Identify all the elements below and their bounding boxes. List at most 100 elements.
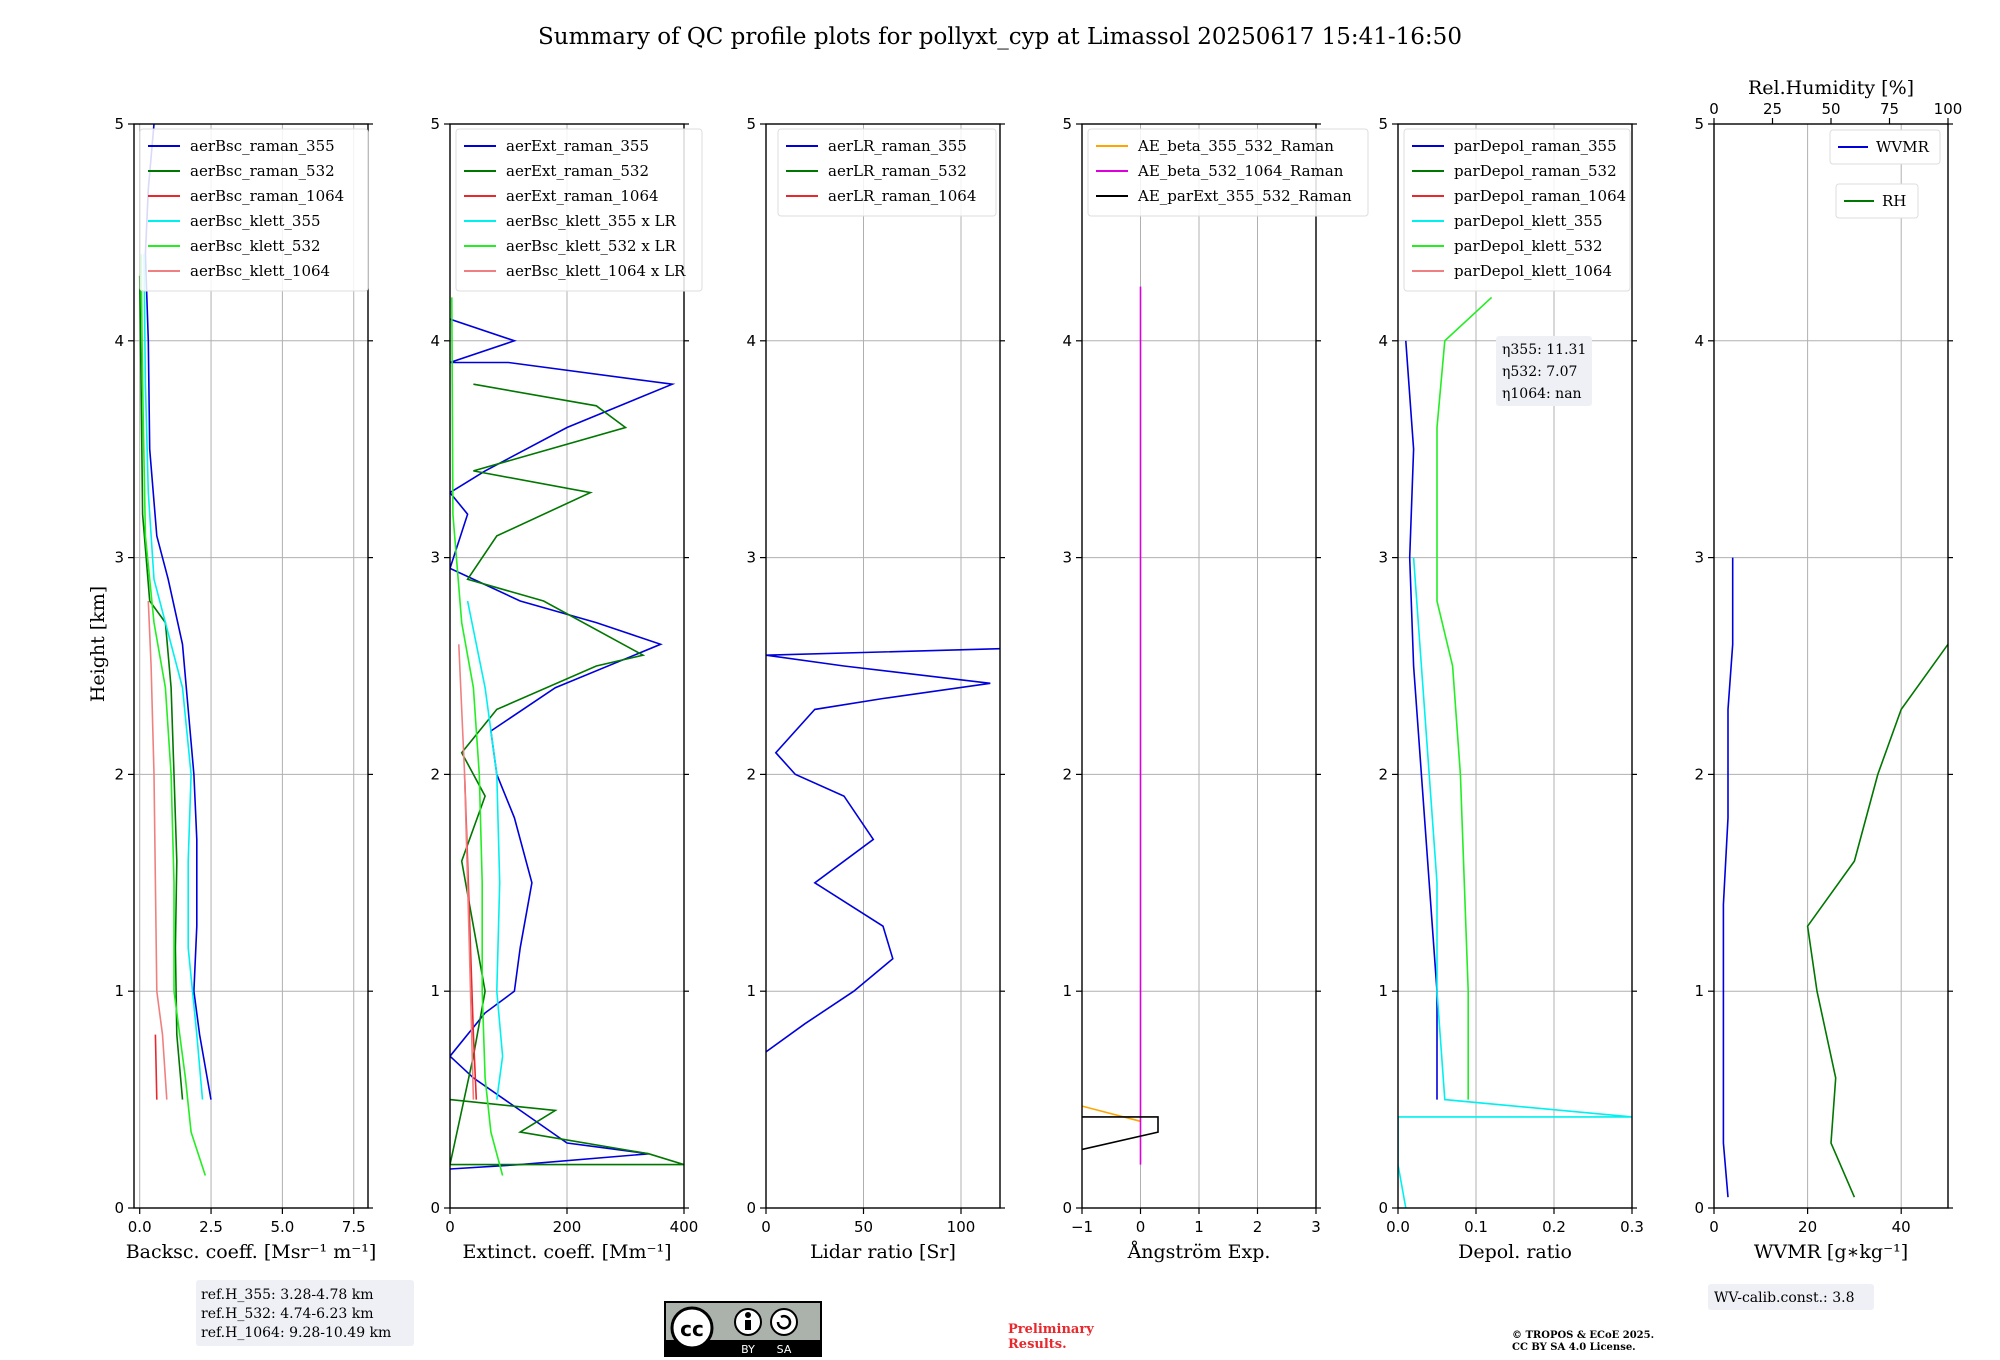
ytick-label-bsc-0: 0 — [114, 1199, 124, 1217]
legend-box-wvmr — [1829, 129, 1941, 165]
by-person-body — [745, 1320, 751, 1330]
xtick-label-wv-1: 20 — [1798, 1218, 1817, 1236]
legend-label-wvmr: WVMR — [1876, 138, 1930, 156]
series-group-lr — [766, 647, 1000, 1053]
legend-box-rh — [1835, 183, 1919, 219]
series-line-bsc-1 — [138, 275, 184, 1100]
series-line-depol-2 — [1436, 296, 1493, 1100]
series-line-ext-1 — [450, 383, 684, 1166]
axes-frame-lr — [765, 123, 1001, 1209]
legend-label-depol-0: parDepol_raman_355 — [1454, 137, 1617, 155]
ytick-label-wv-2: 2 — [1694, 765, 1704, 783]
ref-height-1064: ref.H_1064: 9.28-10.49 km — [201, 1325, 391, 1341]
legend-box-bsc — [139, 128, 369, 292]
legend-label-rh: RH — [1882, 192, 1906, 210]
legend-label-lr-0: aerLR_raman_355 — [828, 137, 967, 155]
ytick-label-lr-4: 4 — [746, 332, 756, 350]
ytick-label-ext-1: 1 — [430, 982, 440, 1000]
legend-label-lr-2: aerLR_raman_1064 — [828, 187, 976, 205]
series-group-depol — [1398, 296, 1632, 1208]
legend-label-bsc-3: aerBsc_klett_355 — [190, 212, 321, 230]
series-line-ext-3 — [466, 600, 504, 1100]
ref-heights-background — [196, 1280, 414, 1346]
legend-label-ae-2: AE_parExt_355_532_Raman — [1137, 187, 1352, 205]
xtick-label-ae-0: −1 — [1071, 1218, 1093, 1236]
series-line-wv-0 — [1722, 557, 1734, 1198]
series-line-depol-0 — [1405, 340, 1438, 1100]
legend-label-bsc-5: aerBsc_klett_1064 — [190, 262, 330, 280]
xaxis-label-depol: Depol. ratio — [1458, 1241, 1572, 1263]
ytick-label-depol-2: 2 — [1378, 765, 1388, 783]
ytick-label-ext-5: 5 — [430, 115, 440, 133]
ytick-label-ext-3: 3 — [430, 549, 440, 567]
panel-bsc: 0.0 2.5 5.0 7.5 0 1 2 3 4 5 Backsc. coeff. [Msr⁻¹ … — [114, 115, 376, 1263]
wv-calib-background — [1708, 1284, 1874, 1310]
axes-frame-wv — [1713, 123, 1949, 1209]
wv-calib-text: WV-calib.const.: 3.8 — [1714, 1290, 1854, 1306]
preliminary-line-1: Preliminary — [1008, 1322, 1094, 1337]
ytick-label-wv-1: 1 — [1694, 982, 1704, 1000]
series-line-ext-4 — [451, 297, 504, 1176]
ytick-label-bsc-1: 1 — [114, 982, 124, 1000]
xtick-label-lr-2: 100 — [947, 1218, 976, 1236]
top-xtick-label-2: 50 — [1821, 100, 1840, 118]
ytick-label-lr-2: 2 — [746, 765, 756, 783]
xtick-label-depol-2: 0.2 — [1542, 1218, 1566, 1236]
axes-frame-depol — [1397, 123, 1633, 1209]
cc-circle-icon — [670, 1306, 714, 1350]
sa-label: SA — [777, 1343, 792, 1356]
xtick-label-ext-0: 0 — [445, 1218, 455, 1236]
xtick-label-wv-2: 40 — [1892, 1218, 1911, 1236]
ref-height-532: ref.H_532: 4.74-6.23 km — [201, 1306, 374, 1322]
legend-ae: AE_beta_355_532_Raman AE_beta_532_1064_Ra… — [1087, 128, 1369, 217]
sa-arrow — [776, 1315, 792, 1330]
ytick-label-bsc-2: 2 — [114, 765, 124, 783]
legend-label-lr-1: aerLR_raman_532 — [828, 162, 967, 180]
legend-label-ext-3: aerBsc_klett_355 x LR — [506, 212, 677, 230]
legend-label-depol-4: parDepol_klett_532 — [1454, 237, 1603, 255]
ytick-label-lr-5: 5 — [746, 115, 756, 133]
ytick-label-wv-0: 0 — [1694, 1199, 1704, 1217]
series-line-ae-2 — [1082, 1116, 1159, 1151]
xtick-label-lr-0: 0 — [761, 1218, 771, 1236]
ytick-label-depol-3: 3 — [1378, 549, 1388, 567]
xtick-label-ae-3: 2 — [1253, 1218, 1263, 1236]
profile-panels: 0.0 2.5 5.0 7.5 0 1 2 3 4 5 Backsc. coeff. [Msr⁻¹ … — [114, 77, 1962, 1263]
ytick-label-ae-5: 5 — [1062, 115, 1072, 133]
cc-text: cc — [680, 1317, 704, 1341]
series-group-wv — [1722, 557, 1948, 1198]
ytick-label-lr-1: 1 — [746, 982, 756, 1000]
legend-label-ext-5: aerBsc_klett_1064 x LR — [506, 262, 686, 280]
panel-depol: 0.0 0.1 0.2 0.3 0 1 2 3 4 5 Depol. ratio parDepol_r… — [1378, 115, 1643, 1263]
panel-ext: 0 200 400 0 1 2 3 4 5 Extinct. coeff. [Mm⁻¹] aerEx… — [430, 115, 703, 1263]
ytick-label-ae-0: 0 — [1062, 1199, 1072, 1217]
xtick-label-depol-0: 0.0 — [1386, 1218, 1410, 1236]
ytick-label-ext-4: 4 — [430, 332, 440, 350]
legend-wv-rh: RH — [1835, 183, 1919, 219]
legend-label-depol-1: parDepol_raman_532 — [1454, 162, 1617, 180]
ytick-label-lr-3: 3 — [746, 549, 756, 567]
series-group-ext — [450, 297, 684, 1176]
top-xtick-label-3: 75 — [1880, 100, 1899, 118]
eta-annotation-line-2: η1064: nan — [1502, 386, 1582, 402]
legend-bsc: aerBsc_raman_355 aerBsc_raman_532 aerBsc_r… — [139, 128, 369, 292]
series-line-wv-1 — [1806, 642, 1948, 1198]
ytick-label-depol-0: 0 — [1378, 1199, 1388, 1217]
ytick-label-depol-4: 4 — [1378, 332, 1388, 350]
series-line-bsc-2 — [154, 1034, 158, 1100]
xaxis-label-ext: Extinct. coeff. [Mm⁻¹] — [462, 1241, 671, 1263]
legend-box-depol — [1403, 128, 1631, 292]
series-group-ae — [1082, 286, 1159, 1165]
legend-box-lr — [777, 128, 997, 217]
xtick-label-bsc-3: 7.5 — [342, 1218, 366, 1236]
ytick-label-bsc-3: 3 — [114, 549, 124, 567]
eta-annotation-line-0: η355: 11.31 — [1502, 342, 1586, 358]
legend-label-ae-0: AE_beta_355_532_Raman — [1137, 137, 1334, 155]
ytick-label-ae-4: 4 — [1062, 332, 1072, 350]
series-line-depol-1 — [1398, 557, 1632, 1208]
xtick-label-bsc-2: 5.0 — [270, 1218, 294, 1236]
ytick-label-wv-3: 3 — [1694, 549, 1704, 567]
ytick-label-ae-2: 2 — [1062, 765, 1072, 783]
ytick-label-ext-0: 0 — [430, 1199, 440, 1217]
